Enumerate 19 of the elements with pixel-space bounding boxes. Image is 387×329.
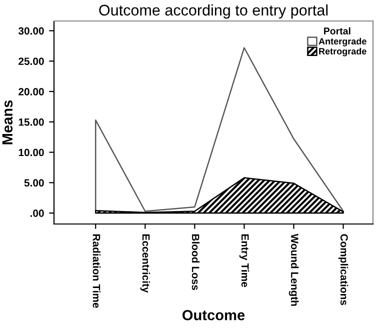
y-tick-label: 25.00: [18, 58, 44, 65]
y-tick-label: 30.00: [18, 27, 44, 35]
x-tick-label: Entry Time: [239, 234, 250, 288]
y-tick-label: 20.00: [18, 88, 44, 96]
legend-label: Antergrade: [318, 38, 366, 46]
y-tick-label: 5.00: [24, 179, 44, 187]
x-tick-label: Radiation Time: [92, 234, 100, 308]
y-tick-label: 10.00: [18, 148, 44, 156]
y-tick-label: .00: [30, 210, 44, 217]
x-axis-title: Outcome: [182, 310, 245, 320]
x-tick-label: Complications: [338, 234, 348, 306]
x-tick-label: Eccentricity: [140, 234, 150, 293]
y-axis-title: Means: [2, 100, 13, 144]
x-tick-label: Wound Length: [288, 234, 299, 306]
legend-title: Portal: [324, 27, 350, 34]
legend-label: Retrograde: [319, 48, 366, 56]
chart-title: Outcome according to entry portal: [99, 4, 328, 19]
y-tick-label: 15.00: [18, 118, 44, 126]
x-tick-label: Blood Loss: [192, 234, 200, 290]
